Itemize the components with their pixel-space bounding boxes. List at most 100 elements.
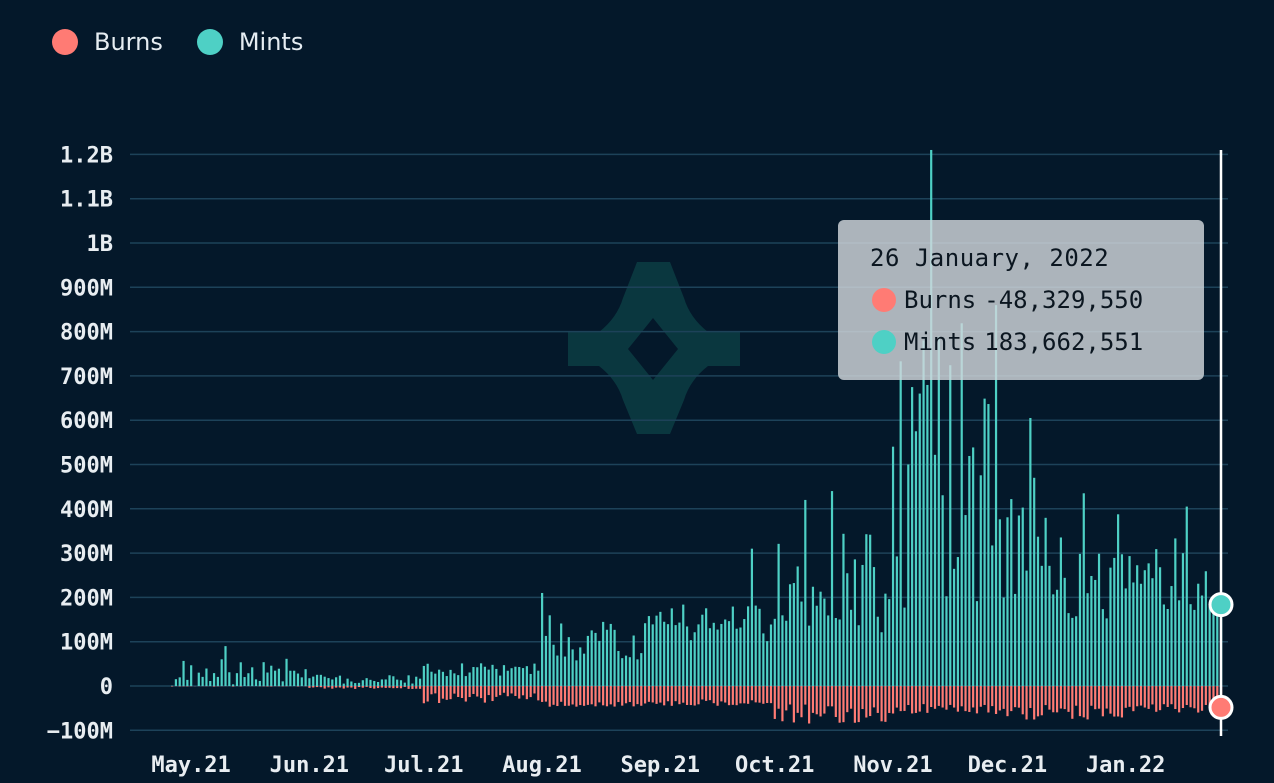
burn-bar (521, 686, 525, 696)
mint-bar (1132, 582, 1135, 686)
x-tick-label: Jul.21 (384, 753, 463, 778)
mint-bar (472, 667, 475, 686)
mint-bar (930, 149, 933, 687)
burn-bar (357, 686, 361, 688)
mint-bar (968, 455, 971, 686)
burn-bar (804, 686, 807, 705)
burn-bar (674, 686, 677, 702)
burn-bar (499, 686, 502, 696)
mint-bar (403, 682, 406, 686)
burn-bar (579, 686, 582, 706)
mint-bar (537, 670, 540, 686)
mint-bar (220, 659, 223, 686)
mint-bar (594, 632, 597, 686)
burn-bar (1136, 686, 1139, 707)
mint-bar (762, 633, 765, 686)
burn-bar (644, 686, 647, 704)
burn-bar (785, 686, 788, 711)
mint-bar (228, 672, 231, 686)
mint-bar (1174, 538, 1177, 686)
mint-bar (1143, 570, 1146, 686)
mint-bar (357, 682, 361, 686)
mint-bar (510, 668, 513, 686)
y-tick-label: 100M (60, 631, 113, 656)
mint-bar (335, 677, 338, 686)
mint-bar (1025, 570, 1028, 686)
burn-bar (964, 686, 967, 712)
legend-item-mints[interactable]: Mints (196, 28, 303, 56)
mint-bar (785, 620, 788, 686)
mint-bar (262, 662, 265, 686)
mint-bar (666, 624, 670, 686)
mint-bar (1002, 597, 1005, 686)
mint-bar (1021, 507, 1024, 686)
mint-bar (1097, 553, 1101, 686)
burn-bar (1082, 686, 1085, 718)
mint-bar (865, 534, 868, 686)
tooltip-burns-label: Burns (904, 286, 977, 314)
burn-bar (354, 686, 357, 689)
burn-bar (869, 686, 872, 717)
mint-bar (617, 651, 620, 686)
burn-bar (914, 686, 918, 713)
mint-bar (739, 627, 742, 686)
burn-bar (426, 686, 429, 702)
burn-bar (945, 686, 948, 710)
mint-bar (285, 658, 288, 686)
burn-bar (571, 686, 574, 705)
mint-bar (682, 604, 685, 686)
burn-bar (682, 686, 685, 703)
mint-bar (933, 454, 937, 686)
mint-bar (1078, 553, 1082, 686)
burn-bar (1105, 686, 1108, 709)
burn-bar (445, 686, 448, 700)
mint-bar (373, 680, 376, 686)
mint-bar (827, 615, 830, 686)
mint-bar (830, 491, 834, 686)
burn-bar (960, 686, 963, 707)
mint-bar (1033, 477, 1036, 686)
mint-bar (796, 566, 799, 686)
legend-item-burns[interactable]: Burns (52, 28, 163, 56)
mint-bar (899, 361, 902, 686)
burn-bar (937, 686, 940, 706)
mint-bar (426, 663, 429, 686)
burn-bar (1021, 686, 1024, 715)
mint-bar (338, 675, 342, 686)
burn-bar (659, 686, 662, 703)
burn-bar (762, 686, 765, 704)
burn-bar (1113, 686, 1116, 717)
burn-bar (312, 686, 315, 688)
burn-bar (335, 686, 338, 688)
burn-bar (1063, 686, 1066, 710)
mint-bar (277, 668, 281, 686)
mint-bar (331, 679, 334, 686)
burn-bar (678, 686, 681, 705)
mint-bar (998, 519, 1001, 686)
mint-bar (872, 567, 876, 686)
burn-bar (384, 686, 387, 688)
burn-bar (369, 686, 372, 688)
mint-bar (903, 607, 906, 686)
mint-bar (479, 663, 483, 686)
mint-bar (174, 679, 178, 686)
burn-bar (842, 686, 845, 723)
mint-bar (613, 629, 616, 686)
mint-bar (804, 499, 807, 686)
mint-bar (991, 545, 994, 686)
mint-bar (266, 672, 269, 686)
burn-bar (338, 686, 342, 688)
burn-bar (1044, 686, 1047, 706)
mint-bar (781, 615, 784, 686)
burn-bar (743, 686, 746, 704)
mint-bar (834, 618, 837, 686)
y-tick-label: 900M (60, 276, 113, 301)
burn-bar (903, 686, 906, 711)
mint-bar (838, 619, 841, 686)
mint-bar (205, 668, 208, 686)
mint-bar (354, 683, 357, 686)
mint-bar (602, 621, 605, 686)
burn-bar (1178, 686, 1181, 713)
mint-bar (647, 616, 651, 686)
